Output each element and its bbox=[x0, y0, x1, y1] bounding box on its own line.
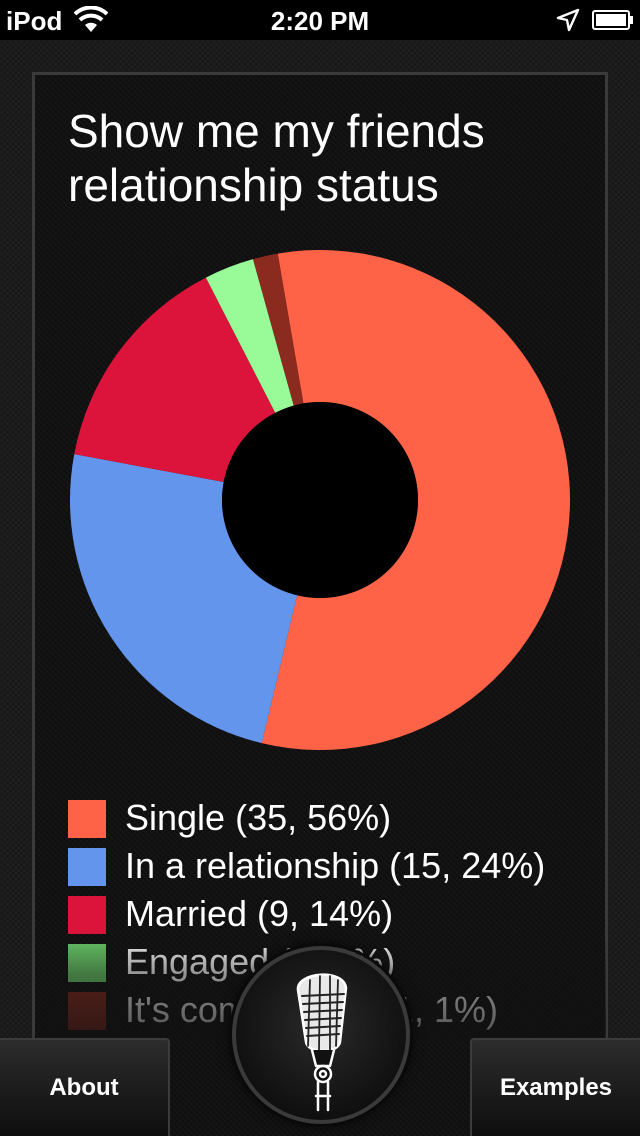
donut-slice-single bbox=[261, 250, 570, 751]
battery-icon bbox=[592, 10, 633, 30]
legend-item-single: Single (35, 56%) bbox=[68, 796, 608, 844]
clock-time: 2:20 PM bbox=[270, 6, 370, 36]
donut-slice-engaged bbox=[205, 259, 294, 413]
wifi-icon bbox=[74, 6, 108, 32]
legend-swatch bbox=[68, 896, 106, 934]
donut-slice-married bbox=[74, 277, 276, 483]
microphone-icon bbox=[296, 973, 348, 1112]
location-arrow-icon bbox=[556, 8, 580, 32]
microphone-button[interactable] bbox=[232, 946, 410, 1124]
about-button[interactable]: About bbox=[0, 1038, 170, 1136]
legend-item-married: Married (9, 14%) bbox=[68, 892, 608, 940]
carrier-label: iPod bbox=[6, 6, 63, 36]
legend-item-in-a-relationship: In a relationship (15, 24%) bbox=[68, 844, 608, 892]
legend-swatch bbox=[68, 848, 106, 886]
legend-swatch bbox=[68, 944, 106, 982]
query-line-1: Show me my friends bbox=[68, 105, 485, 157]
query-line-2: relationship status bbox=[68, 159, 439, 211]
legend-swatch bbox=[68, 800, 106, 838]
legend-swatch bbox=[68, 992, 106, 1030]
status-bar: iPod 2:20 PM bbox=[0, 0, 640, 40]
query-text: Show me my friends relationship status bbox=[68, 104, 588, 212]
examples-button[interactable]: Examples bbox=[470, 1038, 640, 1136]
donut-slice-it-s-complicated bbox=[252, 253, 304, 406]
legend-label: Single (35, 56%) bbox=[125, 797, 392, 838]
donut-hole bbox=[222, 402, 418, 598]
donut-slice-in-a-relationship bbox=[69, 454, 298, 744]
legend-label: Married (9, 14%) bbox=[125, 893, 394, 934]
donut-chart bbox=[69, 250, 570, 751]
legend-label: In a relationship (15, 24%) bbox=[125, 845, 546, 886]
